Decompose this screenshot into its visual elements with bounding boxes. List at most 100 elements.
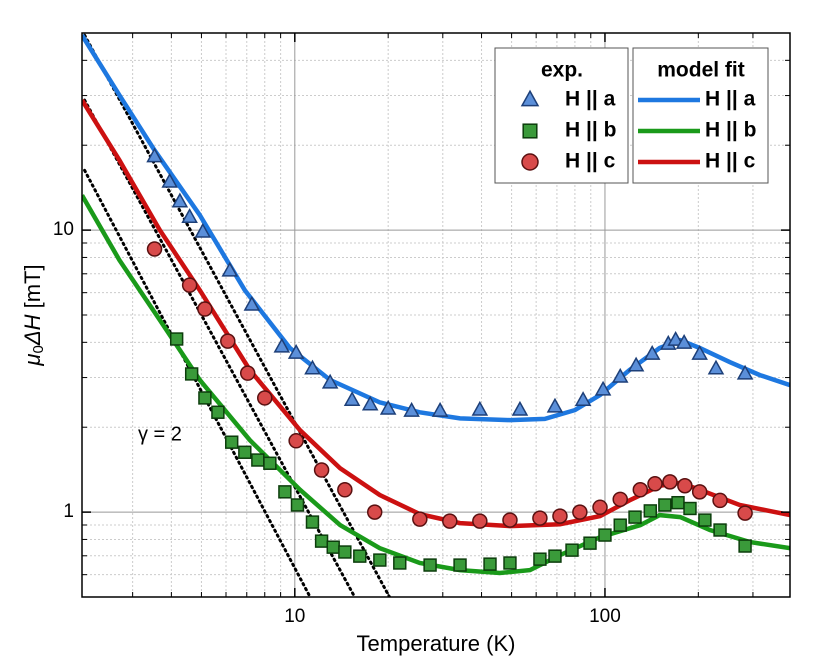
triangle-marker xyxy=(520,89,540,107)
legend-label: H || a xyxy=(705,88,756,111)
circle-marker xyxy=(737,505,753,521)
triangle-marker xyxy=(594,380,612,396)
triangle-marker xyxy=(675,334,693,349)
circle-marker xyxy=(712,492,728,509)
circle-marker xyxy=(257,390,273,406)
square-marker xyxy=(713,523,727,537)
circle-marker xyxy=(572,504,588,520)
triangle-marker xyxy=(243,295,261,311)
square-marker xyxy=(698,513,712,527)
circle-marker xyxy=(239,365,256,381)
triangle-marker xyxy=(667,330,684,346)
triangle-marker xyxy=(161,172,178,188)
circle-marker xyxy=(197,301,213,317)
triangle-marker xyxy=(691,344,708,360)
triangle-marker xyxy=(627,356,645,372)
circle-marker xyxy=(366,504,383,520)
y-label-part: ΔH xyxy=(20,314,45,346)
square-marker xyxy=(251,453,265,467)
square-marker xyxy=(263,456,277,470)
square-marker xyxy=(290,498,305,512)
guide-line xyxy=(83,168,312,597)
square-marker xyxy=(326,540,340,554)
circle-marker xyxy=(337,482,353,498)
square-marker xyxy=(683,501,697,516)
square-marker xyxy=(738,539,752,553)
guide-line xyxy=(83,33,391,597)
square-marker xyxy=(211,405,225,419)
circle-marker xyxy=(532,510,548,526)
triangle-marker xyxy=(304,359,321,375)
square-marker xyxy=(503,556,517,570)
legend-title: model fit xyxy=(657,59,745,82)
axes: 10 100 1 10 xyxy=(53,33,790,627)
square-marker xyxy=(565,543,579,557)
circle-marker xyxy=(677,478,693,494)
square-marker xyxy=(393,556,407,570)
triangle-marker xyxy=(146,147,163,163)
triangle-marker xyxy=(511,400,529,416)
triangle-marker xyxy=(611,367,629,383)
y-label-part: [mT] xyxy=(20,264,45,314)
circle-marker xyxy=(181,277,198,293)
circle-marker xyxy=(632,482,649,498)
square-marker xyxy=(225,435,239,449)
triangle-marker xyxy=(707,359,725,375)
square-marker xyxy=(533,552,547,566)
legend-box xyxy=(494,47,629,184)
triangle-marker xyxy=(221,261,239,277)
square-marker xyxy=(548,549,562,563)
circle-marker xyxy=(442,513,458,529)
circle-marker xyxy=(612,491,628,508)
y-label-part: 0 xyxy=(30,345,47,353)
triangle-marker xyxy=(343,391,361,407)
plot-area xyxy=(82,33,790,597)
legend-label: H || b xyxy=(565,119,616,142)
circle-marker xyxy=(592,499,608,516)
circle-marker xyxy=(521,153,539,171)
square-marker xyxy=(658,498,672,512)
guide-line xyxy=(83,98,357,597)
circle-marker xyxy=(662,474,678,490)
triangle-marker xyxy=(431,401,449,417)
triangle-marker xyxy=(194,222,212,238)
triangle-marker xyxy=(181,208,198,223)
square-marker xyxy=(522,123,538,139)
square-marker xyxy=(238,445,252,459)
circle-marker xyxy=(647,476,663,492)
y-axis-label: μ0ΔH [mT] xyxy=(20,264,47,366)
square-marker xyxy=(483,557,497,571)
triangle-marker xyxy=(379,399,397,415)
square-marker xyxy=(598,528,612,542)
triangle-marker xyxy=(321,373,339,389)
square-marker xyxy=(373,553,387,567)
square-marker xyxy=(338,545,352,559)
square-marker xyxy=(423,558,437,572)
legend-title: exp. xyxy=(541,59,583,82)
triangle-marker xyxy=(471,400,489,416)
y-label-part: μ xyxy=(20,354,45,367)
square-marker xyxy=(169,332,184,346)
triangle-marker xyxy=(403,401,420,417)
legend: exp. model fit H || a H || b H || c H || a H… xyxy=(494,47,769,184)
circle-marker xyxy=(472,513,488,529)
triangle-marker xyxy=(361,395,379,411)
fit-line xyxy=(82,194,790,576)
triangle-marker xyxy=(546,397,564,413)
triangle-marker xyxy=(287,343,305,359)
circle-marker xyxy=(412,511,428,527)
legend-label: H || c xyxy=(705,150,756,173)
square-marker xyxy=(628,510,642,524)
circle-marker xyxy=(552,508,568,524)
legend-label: H || c xyxy=(565,150,616,173)
square-marker xyxy=(671,495,685,510)
triangle-marker xyxy=(736,364,754,380)
annotation: γ = 2 xyxy=(138,423,182,445)
circle-marker xyxy=(146,241,163,257)
square-marker xyxy=(643,504,657,518)
x-axis-label: Temperature (K) xyxy=(357,631,516,656)
triangle-marker xyxy=(171,192,189,208)
fit-line xyxy=(82,34,790,423)
circle-marker xyxy=(288,433,304,449)
x-tick-label: 100 xyxy=(589,606,621,627)
